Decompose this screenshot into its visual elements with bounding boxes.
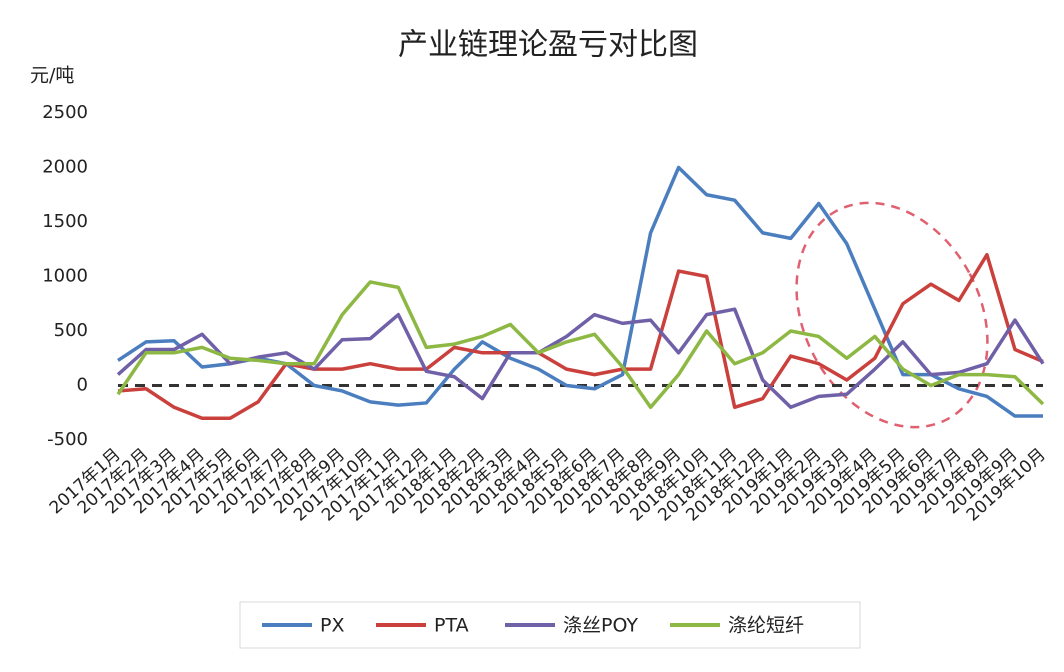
legend-label: 涤纶短纤 <box>728 615 804 637</box>
highlight-ellipse <box>795 201 989 429</box>
y-tick-label: -500 <box>47 429 88 450</box>
legend-label: 涤丝POY <box>563 615 638 637</box>
y-tick-label: 1500 <box>42 211 88 232</box>
y-axis-label: 元/吨 <box>30 65 74 87</box>
y-tick-label: 500 <box>54 320 88 341</box>
chart-title: 产业链理论盈亏对比图 <box>398 28 698 63</box>
legend-label: PX <box>320 615 344 637</box>
series-line <box>117 252 1044 420</box>
series-line <box>116 307 1045 410</box>
legend-label: PTA <box>434 615 469 637</box>
legend-box <box>239 601 861 649</box>
series-line <box>116 280 1045 410</box>
y-tick-label: 0 <box>77 375 88 396</box>
y-tick-label: 2500 <box>42 102 88 123</box>
series-line <box>117 165 1043 418</box>
y-tick-label: 2000 <box>42 157 88 178</box>
y-tick-label: 1000 <box>42 266 88 287</box>
